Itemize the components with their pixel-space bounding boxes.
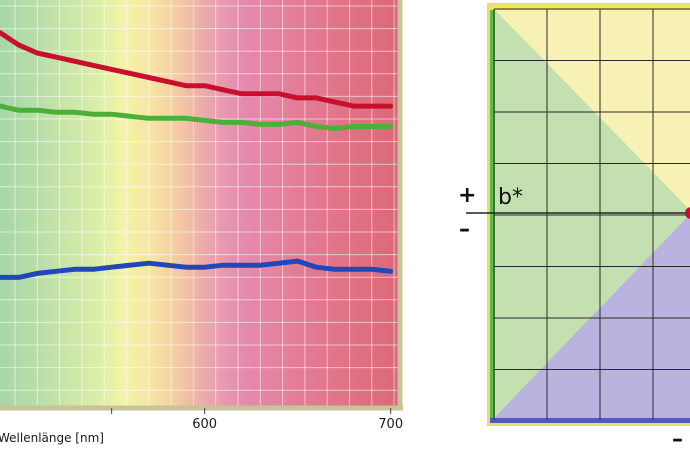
series-line-1	[0, 103, 394, 131]
b-axis-label: b*	[498, 185, 523, 210]
diagram-yellow-edge	[490, 5, 690, 10]
x-axis: 600 700	[111, 408, 403, 432]
color-point	[685, 207, 690, 219]
x-tick-label: 600	[192, 417, 217, 432]
diagram-blue-edge	[490, 418, 690, 423]
minus-sign: –	[459, 217, 470, 242]
series-line-0	[0, 30, 394, 109]
color-diagram: + – b* –	[458, 3, 690, 450]
diagram-grid	[493, 8, 690, 420]
series-line-2	[0, 258, 394, 280]
chart-grid	[0, 0, 400, 408]
x-tick-label: 700	[378, 417, 403, 432]
diagram-violet-region	[494, 214, 690, 418]
diagram-green-edge	[490, 9, 495, 421]
series-layer	[0, 30, 394, 280]
spectrum-background	[0, 0, 400, 408]
x-axis-label: Wellenlänge [nm]	[0, 431, 104, 445]
plus-sign: +	[458, 183, 476, 208]
bottom-minus-sign: –	[672, 427, 683, 450]
